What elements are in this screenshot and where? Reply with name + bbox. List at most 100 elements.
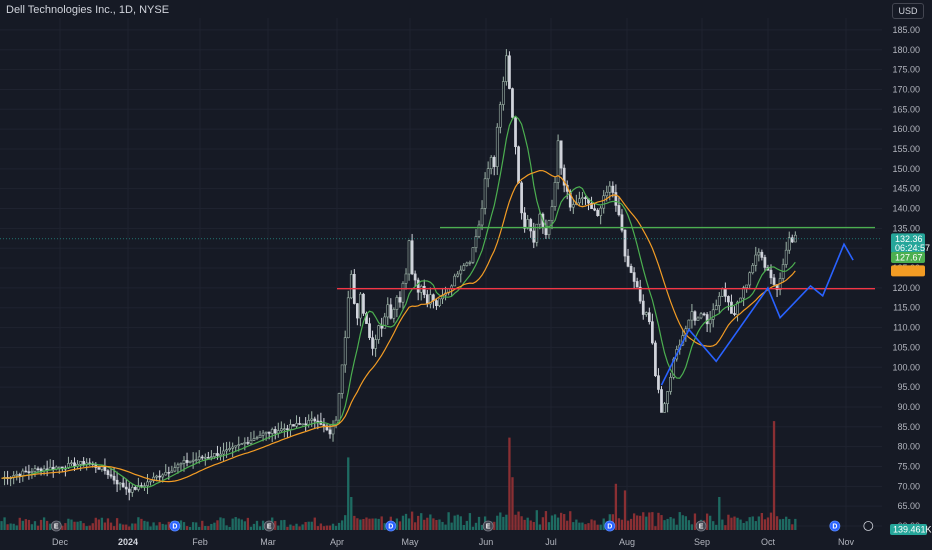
candle-body	[255, 437, 259, 439]
price-tick-label: 175.00	[892, 65, 920, 75]
volume-bar	[663, 520, 666, 530]
candle-body	[371, 337, 374, 349]
volume-bar	[775, 516, 779, 530]
volume-bar	[599, 524, 602, 530]
volume-bar	[550, 515, 554, 530]
price-tick-label: 145.00	[892, 184, 920, 194]
volume-bar	[642, 512, 645, 530]
candle-body	[730, 301, 733, 314]
volume-bar	[444, 524, 447, 530]
volume-bar	[374, 518, 377, 530]
volume-bar	[712, 521, 715, 530]
volume-bar	[240, 519, 243, 530]
volume-bar	[404, 513, 408, 530]
volume-bar	[115, 518, 119, 530]
volume-bar	[125, 524, 128, 530]
dividend-icon	[829, 520, 841, 532]
volume-bar	[161, 523, 164, 530]
volume-bar	[532, 522, 535, 530]
volume-bar	[225, 525, 228, 530]
event-marker-label: E	[486, 524, 491, 531]
candle-body	[578, 198, 581, 204]
volume-bar	[465, 520, 469, 530]
volume-bar	[319, 523, 323, 530]
volume-bar	[763, 519, 767, 530]
price-tick-label: 135.00	[892, 223, 920, 233]
currency-button[interactable]: USD	[892, 3, 924, 19]
volume-bar	[167, 521, 170, 530]
volume-bar	[146, 521, 149, 530]
volume-bar	[471, 526, 475, 530]
candle-body	[459, 269, 463, 275]
volume-bar	[255, 520, 259, 530]
candle-body	[137, 485, 140, 490]
candle-body	[362, 293, 365, 314]
candle-body	[465, 262, 469, 266]
volume-bar	[76, 521, 79, 530]
candle-body	[669, 377, 672, 392]
volume-bar	[791, 524, 794, 530]
candle-body	[258, 434, 262, 438]
candle-body	[249, 440, 253, 444]
candle-body	[477, 224, 481, 237]
candle-body	[623, 229, 627, 257]
volume-bar	[286, 526, 289, 530]
candle-body	[97, 467, 101, 470]
candle-body	[185, 460, 189, 463]
price-tag	[891, 233, 925, 254]
candle-body	[514, 117, 517, 148]
time-tick-label: Sep	[694, 537, 710, 547]
event-marker-label: D	[172, 524, 177, 531]
candle-body	[304, 423, 308, 426]
volume-bar	[477, 516, 481, 530]
volume-bar	[371, 518, 374, 530]
volume-bar	[620, 519, 624, 530]
candle-body	[206, 456, 210, 459]
time-tick-label: Dec	[52, 537, 69, 547]
volume-bar	[407, 518, 411, 530]
candle-body	[289, 424, 292, 430]
volume-bar	[122, 524, 125, 530]
candle-body	[79, 461, 82, 465]
price-tick-label: 165.00	[892, 104, 920, 114]
volume-bar	[231, 518, 234, 530]
volume-bar	[423, 519, 426, 530]
volume-bar	[617, 518, 621, 530]
candle-body	[784, 249, 788, 265]
volume-bar	[33, 521, 37, 530]
candle-body	[18, 474, 22, 476]
volume-bar	[64, 523, 67, 530]
volume-bar	[590, 519, 593, 530]
candle-body	[337, 393, 341, 421]
candle-body	[523, 212, 527, 229]
price-axis: 60.0065.0070.0075.0080.0085.0090.0095.00…	[892, 25, 920, 531]
volume-bar	[526, 517, 529, 530]
candle-body	[24, 470, 28, 473]
candle-body	[70, 462, 73, 465]
volume-bar	[538, 524, 542, 530]
price-tick-label: 65.00	[897, 501, 920, 511]
price-tick-label: 185.00	[892, 25, 920, 35]
candle-body	[252, 438, 256, 441]
volume-bar	[520, 516, 523, 530]
volume-bar	[380, 516, 383, 530]
volume-bar	[377, 518, 380, 530]
candle-body	[720, 288, 724, 297]
candle-body	[435, 300, 438, 306]
volume-bar	[745, 521, 748, 530]
volume-bar	[49, 523, 52, 530]
candle-body	[596, 209, 599, 216]
volume-bar	[27, 519, 31, 530]
volume-bar	[435, 519, 438, 530]
volume-bar	[450, 522, 453, 530]
volume-bar	[313, 517, 316, 530]
candle-body	[115, 479, 119, 485]
volume-bar	[496, 515, 499, 530]
earnings-icon	[695, 520, 707, 532]
price-tick-label: 70.00	[897, 481, 920, 491]
volume-bar	[733, 516, 736, 530]
candle-body	[149, 480, 152, 483]
price-tick-label: 95.00	[897, 382, 920, 392]
candle-body	[657, 375, 660, 390]
